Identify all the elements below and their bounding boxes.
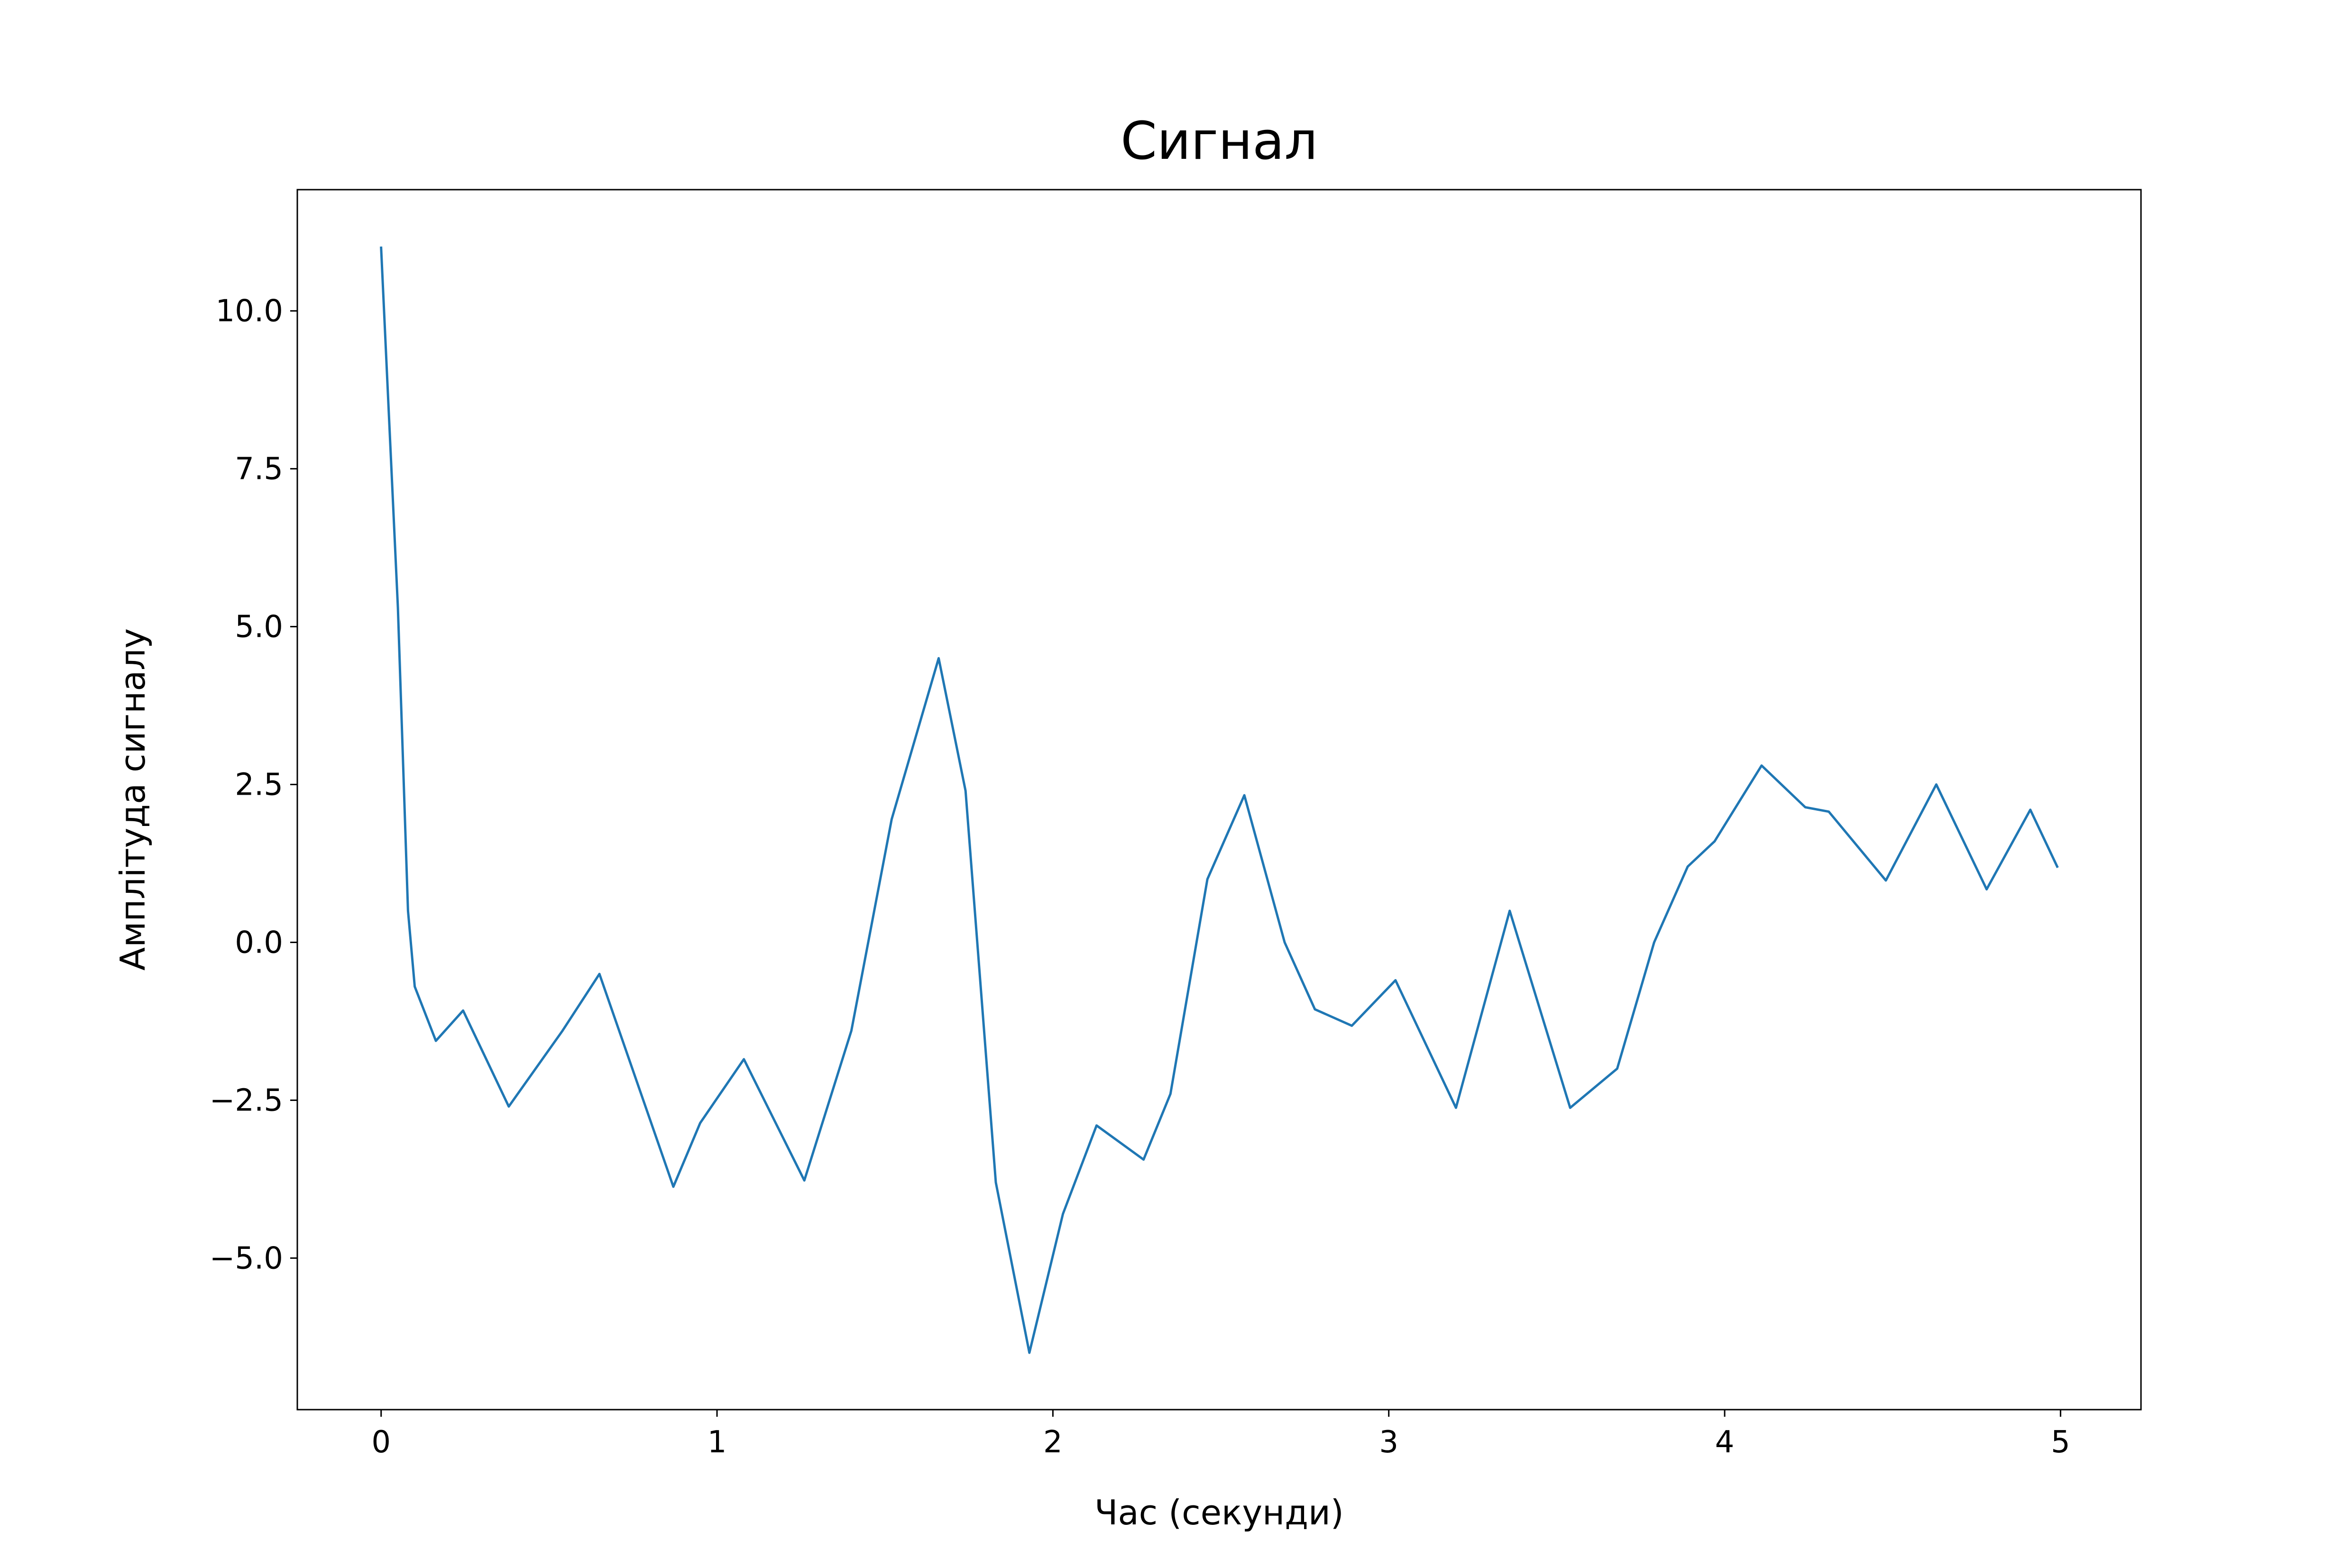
x-tick-label: 1 (707, 1425, 727, 1460)
data-line (380, 246, 2059, 1354)
x-tick-label: 4 (1715, 1425, 1735, 1460)
x-tick-label: 0 (371, 1425, 391, 1460)
x-tick-label: 3 (1379, 1425, 1398, 1460)
x-tick-label: 2 (1043, 1425, 1063, 1460)
y-tick-label: 2.5 (235, 768, 283, 803)
y-tick-label: −2.5 (210, 1083, 283, 1118)
plot-frame (296, 189, 2142, 1411)
x-tick-label: 5 (2051, 1425, 2070, 1460)
chart-title: Сигнал (1121, 110, 1318, 171)
y-axis-label: Амплітуда сигналу (113, 628, 153, 971)
x-axis-label: Час (секунди) (1094, 1493, 1344, 1532)
y-tick-label: 0.0 (235, 925, 283, 960)
y-tick-label: 7.5 (235, 452, 283, 487)
y-tick-label: 10.0 (216, 294, 284, 329)
y-tick-label: −5.0 (210, 1241, 283, 1276)
y-tick-label: 5.0 (235, 610, 283, 645)
